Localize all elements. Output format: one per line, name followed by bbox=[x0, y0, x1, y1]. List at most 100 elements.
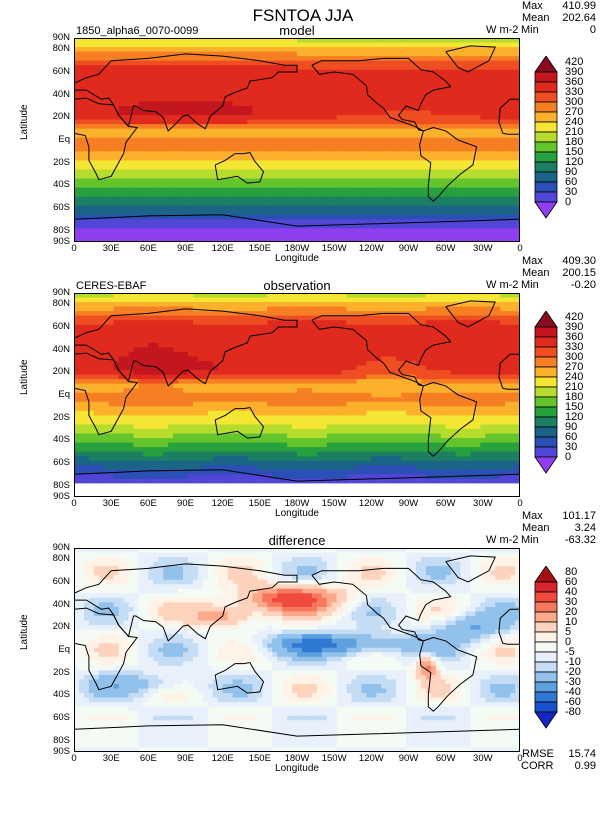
field-cell bbox=[88, 142, 95, 148]
field-cell bbox=[292, 133, 298, 139]
field-cell bbox=[326, 115, 333, 121]
field-cell bbox=[282, 124, 288, 130]
field-cell bbox=[297, 115, 303, 121]
field-cell bbox=[366, 302, 372, 308]
field-cell bbox=[485, 164, 491, 171]
field-cell bbox=[500, 183, 506, 189]
field-cell bbox=[297, 324, 303, 330]
field-cell bbox=[133, 293, 140, 299]
field-cell bbox=[465, 65, 472, 71]
field-cell bbox=[505, 124, 511, 130]
field-cell bbox=[460, 151, 467, 157]
field-cell bbox=[133, 232, 140, 239]
field-cell bbox=[371, 164, 377, 171]
field-cell bbox=[450, 196, 457, 202]
field-cell bbox=[440, 306, 447, 312]
field-cell bbox=[401, 223, 407, 229]
field-cell bbox=[326, 155, 333, 161]
field-cell bbox=[435, 101, 442, 107]
field-cell bbox=[435, 69, 442, 75]
field-cell bbox=[306, 302, 313, 308]
field-cell bbox=[470, 228, 476, 234]
field-cell bbox=[163, 192, 169, 198]
field-cell bbox=[108, 329, 115, 335]
field-cell bbox=[74, 315, 80, 321]
field-cell bbox=[311, 115, 318, 121]
field-cell bbox=[410, 110, 417, 116]
field-cell bbox=[237, 324, 244, 330]
field-cell bbox=[336, 178, 343, 184]
field-cell bbox=[78, 42, 85, 48]
field-cell bbox=[128, 128, 135, 134]
field-cell bbox=[336, 51, 343, 57]
field-cell bbox=[356, 232, 363, 239]
field-cell bbox=[83, 210, 90, 216]
field-cell bbox=[301, 38, 308, 44]
field-cell bbox=[108, 101, 115, 107]
field-cell bbox=[242, 210, 249, 216]
field-cell bbox=[227, 315, 234, 321]
field-cell bbox=[361, 155, 367, 161]
field-cell bbox=[515, 210, 520, 216]
field-cell bbox=[311, 155, 318, 161]
field-cell bbox=[88, 38, 95, 44]
field-cell bbox=[371, 78, 377, 84]
field-cell bbox=[207, 110, 214, 116]
field-cell bbox=[212, 87, 219, 93]
field-cell bbox=[381, 183, 387, 189]
field-cell bbox=[465, 160, 472, 166]
field-cell bbox=[207, 38, 214, 44]
field-cell bbox=[450, 164, 457, 171]
field-cell bbox=[351, 51, 358, 57]
field-cell bbox=[227, 151, 234, 157]
field-cell bbox=[480, 302, 486, 308]
field-cell bbox=[311, 106, 318, 112]
field-cell bbox=[78, 137, 85, 143]
field-cell bbox=[88, 160, 95, 166]
field-cell bbox=[247, 87, 253, 93]
field-cell bbox=[505, 60, 511, 66]
field-cell bbox=[480, 38, 486, 44]
field-cell bbox=[371, 42, 377, 48]
field-cell bbox=[74, 187, 80, 193]
field-cell bbox=[158, 142, 164, 148]
field-cell bbox=[316, 329, 323, 335]
field-cell bbox=[257, 69, 263, 75]
field-cell bbox=[143, 297, 149, 303]
field-cell bbox=[336, 192, 343, 198]
field-cell bbox=[465, 205, 472, 211]
field-cell bbox=[118, 297, 125, 303]
field-cell bbox=[445, 47, 452, 53]
field-cell bbox=[202, 178, 209, 184]
field-cell bbox=[267, 47, 273, 53]
field-cell bbox=[287, 164, 293, 171]
field-cell bbox=[103, 324, 110, 330]
field-cell bbox=[401, 201, 407, 207]
field-cell bbox=[217, 237, 224, 242]
field-cell bbox=[178, 223, 184, 229]
field-cell bbox=[435, 56, 442, 62]
field-cell bbox=[247, 124, 253, 130]
field-cell bbox=[272, 146, 278, 152]
field-cell bbox=[480, 51, 486, 57]
field-cell bbox=[406, 60, 412, 66]
field-cell bbox=[460, 210, 467, 216]
field-cell bbox=[178, 237, 184, 242]
field-cell bbox=[282, 87, 288, 93]
field-cell bbox=[361, 329, 367, 335]
field-cell bbox=[178, 101, 184, 107]
field-cell bbox=[78, 187, 85, 193]
field-cell bbox=[277, 315, 283, 321]
field-cell bbox=[88, 133, 95, 139]
field-cell bbox=[297, 232, 303, 239]
field-cell bbox=[301, 187, 308, 193]
field-cell bbox=[420, 232, 427, 239]
field-cell bbox=[128, 160, 135, 166]
field-cell bbox=[158, 302, 164, 308]
field-cell bbox=[83, 115, 90, 121]
field-cell bbox=[500, 201, 506, 207]
field-cell bbox=[440, 196, 447, 202]
field-cell bbox=[257, 174, 263, 180]
field-cell bbox=[321, 306, 328, 312]
field-cell bbox=[197, 302, 204, 308]
